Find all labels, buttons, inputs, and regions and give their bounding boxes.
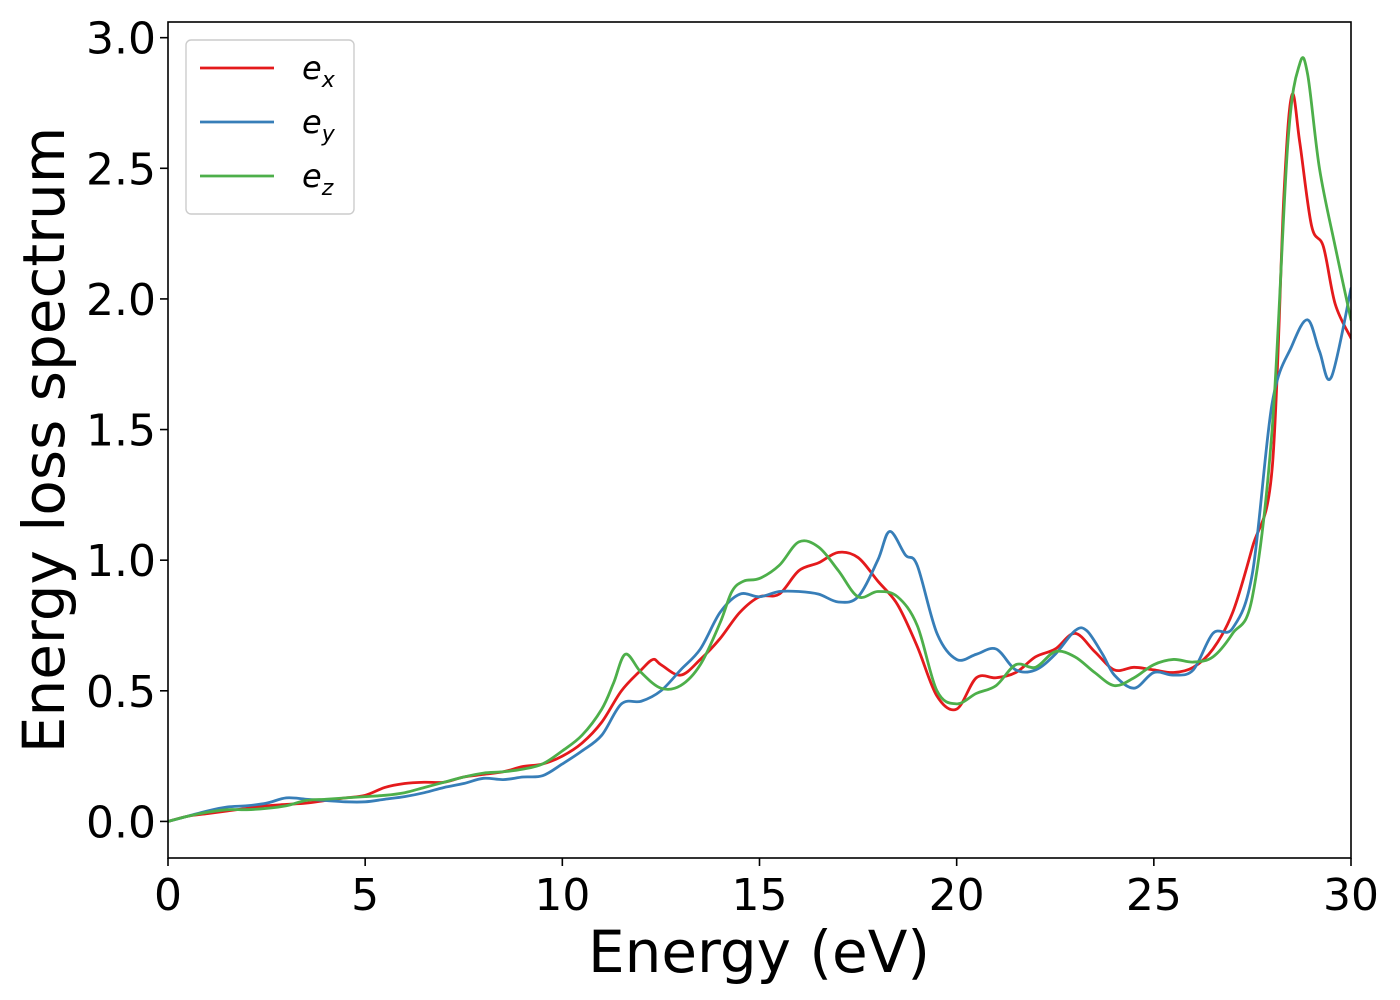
series-line-x — [168, 92, 1351, 823]
x-tick-label: 20 — [929, 870, 985, 921]
x-tick-label: 25 — [1126, 870, 1182, 921]
y-tick-label: 2.5 — [86, 144, 156, 195]
y-tick-label: 1.5 — [86, 406, 156, 457]
legend-label-z: ez — [302, 157, 334, 201]
x-axis: 0 5 10 15 20 25 30 — [154, 858, 1379, 921]
x-tick-label: 15 — [732, 870, 788, 921]
x-tick-label: 5 — [351, 870, 379, 921]
y-tick-label: 0.5 — [86, 667, 156, 718]
y-axis-label: Energy loss spectrum — [10, 127, 78, 753]
y-tick-label: 2.0 — [86, 275, 156, 326]
legend: ex ey ez — [185, 39, 355, 215]
y-axis: 0.0 0.5 1.0 1.5 2.0 2.5 3.0 — [86, 14, 168, 848]
y-tick-label: 0.0 — [86, 797, 156, 848]
x-tick-label: 0 — [154, 870, 182, 921]
series-line-z — [168, 56, 1351, 823]
legend-label-y: ey — [302, 103, 336, 147]
legend-label-x: ex — [302, 49, 336, 93]
x-axis-label: Energy (eV) — [588, 918, 930, 986]
series-lines — [168, 56, 1351, 823]
x-tick-label: 30 — [1323, 870, 1379, 921]
series-line-y — [168, 287, 1351, 823]
x-tick-label: 10 — [534, 870, 590, 921]
y-tick-label: 1.0 — [86, 536, 156, 587]
legend-box — [185, 39, 355, 215]
y-tick-label: 3.0 — [86, 14, 156, 65]
